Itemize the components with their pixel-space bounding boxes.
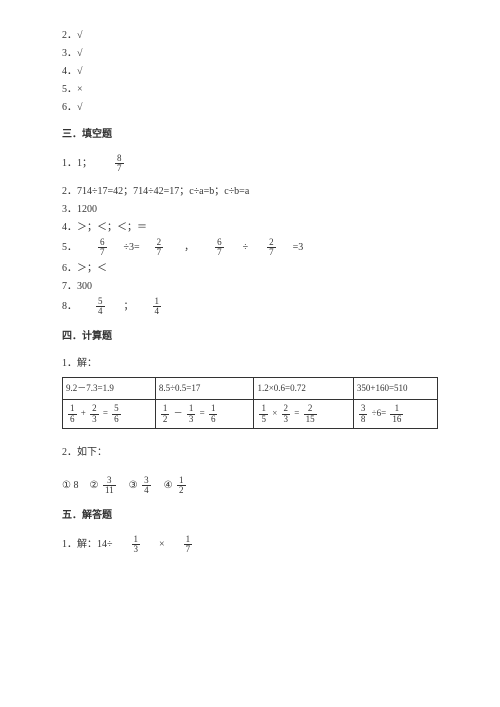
q3-2: 2．714÷17=42；714÷42=17；c÷a=b；c÷b=a: [62, 184, 438, 199]
q3-5: 5． 67 ÷3= 27 ， 67 ÷ 27 =3: [62, 238, 438, 258]
fraction: 67: [215, 238, 224, 258]
text: ÷: [243, 240, 249, 255]
fraction: 34: [142, 476, 151, 496]
q5-1: 1．解：14÷ 13 × 17: [62, 535, 438, 555]
q3-1: 1．1； 87: [62, 154, 438, 174]
section-title-3: 三．填空题: [62, 127, 438, 142]
fraction: 87: [115, 154, 124, 174]
text: ×: [159, 537, 165, 552]
table-row: 16 + 23 = 56 12 － 13 = 16 15 × 23 = 215 …: [63, 400, 438, 429]
q3-8: 8． 54 ； 14: [62, 297, 438, 317]
fraction: 67: [98, 238, 107, 258]
text: 8．: [62, 299, 77, 314]
ans-item: 4．√: [62, 64, 438, 79]
fraction: 12: [177, 476, 186, 496]
table-row: 9.2－7.3=1.9 8.5÷0.5=17 1.2×0.6=0.72 350+…: [63, 377, 438, 400]
text: ① 8: [62, 478, 78, 493]
q3-6: 6．＞；＜: [62, 261, 438, 276]
text: ④: [164, 478, 173, 493]
table-cell: 15 × 23 = 215: [254, 400, 353, 429]
calc-table: 9.2－7.3=1.9 8.5÷0.5=17 1.2×0.6=0.72 350+…: [62, 377, 438, 429]
text: ，: [184, 240, 194, 255]
fraction: 13: [132, 535, 141, 555]
text: =3: [293, 240, 304, 255]
q4-3: ① 8 ② 311 ③ 34 ④ 12: [62, 476, 438, 496]
text: ③: [129, 478, 138, 493]
table-cell: 16 + 23 = 56: [63, 400, 156, 429]
fraction: 27: [267, 238, 276, 258]
ans-item: 6．√: [62, 100, 438, 115]
q4-2: 2．如下：: [62, 445, 438, 460]
q4-1: 1．解：: [62, 356, 438, 371]
table-cell: 8.5÷0.5=17: [155, 377, 254, 400]
table-cell: 1.2×0.6=0.72: [254, 377, 353, 400]
fraction: 27: [155, 238, 164, 258]
section-title-5: 五．解答题: [62, 508, 438, 523]
text: ；: [124, 299, 134, 314]
text: 5．: [62, 240, 77, 255]
table-cell: 38 ÷6= 116: [353, 400, 437, 429]
ans-item: 2．√: [62, 28, 438, 43]
fraction: 14: [153, 297, 162, 317]
section-title-4: 四．计算题: [62, 329, 438, 344]
text: ÷3=: [124, 240, 140, 255]
table-cell: 350+160=510: [353, 377, 437, 400]
q3-3: 3．1200: [62, 202, 438, 217]
q3-4: 4．＞；＜；＜；＝: [62, 220, 438, 235]
text: 1．解：14÷: [62, 537, 113, 552]
fraction: 311: [103, 476, 116, 496]
q3-7: 7．300: [62, 279, 438, 294]
text: ②: [89, 478, 98, 493]
text: 1．1；: [62, 156, 92, 171]
table-cell: 12 － 13 = 16: [155, 400, 254, 429]
ans-item: 3．√: [62, 46, 438, 61]
fraction: 54: [96, 297, 105, 317]
fraction: 17: [184, 535, 193, 555]
table-cell: 9.2－7.3=1.9: [63, 377, 156, 400]
ans-item: 5．×: [62, 82, 438, 97]
